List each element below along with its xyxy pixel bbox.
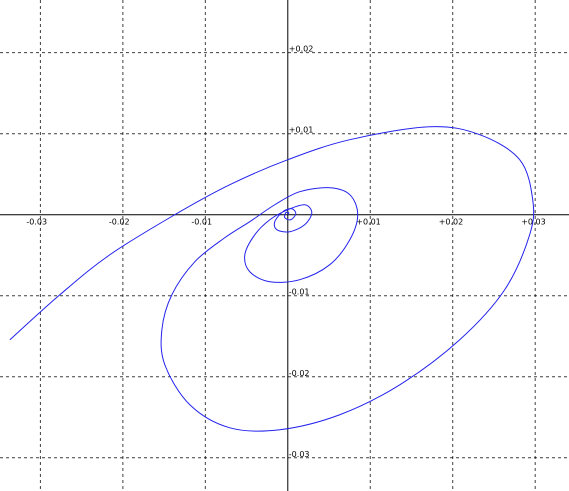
- y-tick-label: +0.02: [289, 45, 314, 54]
- x-tick-label: +0.02: [439, 218, 464, 227]
- x-tick-label: +0.01: [356, 218, 381, 227]
- x-tick-label: -0.02: [109, 218, 130, 227]
- y-tick-label: -0.02: [289, 369, 310, 378]
- x-tick-label: -0.03: [26, 218, 47, 227]
- curve: [9, 126, 535, 432]
- y-tick-label: +0.01: [289, 126, 314, 135]
- y-tick-label: -0.03: [289, 450, 310, 459]
- y-tick-label: -0.01: [289, 288, 310, 297]
- x-tick-label: +0.03: [521, 218, 546, 227]
- x-tick-label: -0.01: [191, 218, 212, 227]
